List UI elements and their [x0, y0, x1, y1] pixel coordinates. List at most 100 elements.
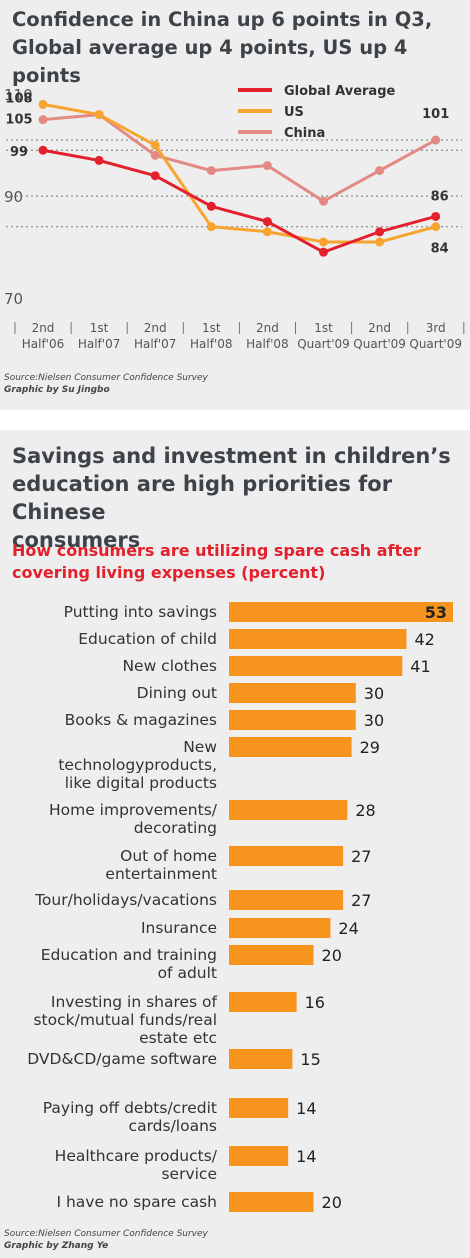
graphic-credit: Graphic by Zhang Ye — [4, 1241, 109, 1251]
x-tick-label: Half'06 — [22, 337, 65, 351]
x-tick-label: 1st — [90, 321, 109, 335]
category-label: I have no spare cash — [56, 1193, 217, 1211]
bar-value-label: 42 — [415, 630, 435, 649]
confidence-line-chart: 70 90 110 2nd Half'06 1st Half'07 2nd Half'07 1st… — [4, 84, 465, 351]
bar — [229, 890, 344, 910]
x-tick-label: 2nd — [368, 321, 391, 335]
x-tick-label: Half'07 — [78, 337, 121, 351]
y-tick-label: 90 — [4, 188, 23, 206]
category-label: entertainment — [105, 865, 217, 883]
data-point — [431, 222, 441, 232]
bar — [229, 656, 403, 676]
category-label: service — [161, 1165, 217, 1183]
category-label: Education and training — [41, 946, 217, 964]
data-point — [375, 166, 385, 176]
bar — [229, 629, 407, 649]
bar — [229, 1146, 289, 1166]
bar-value-label: 30 — [364, 684, 384, 703]
bar — [229, 1192, 314, 1212]
category-label: Education of child — [78, 630, 217, 648]
source-text: Source:Nielsen Consumer Confidence Surve… — [4, 373, 208, 383]
category-label: Insurance — [141, 919, 217, 937]
data-point — [319, 247, 328, 257]
data-point — [206, 222, 216, 232]
spare-cash-subtitle: How consumers are utilizing spare cash a… — [12, 540, 462, 584]
x-tick-label: 2nd — [144, 321, 167, 335]
category-label: DVD&CD/game software — [27, 1050, 217, 1068]
x-tick-label: 1st — [314, 321, 333, 335]
category-label: Investing in shares of — [51, 993, 218, 1011]
bar-value-label: 28 — [355, 801, 375, 820]
data-label: 101 — [422, 107, 449, 122]
bar-value-label: 27 — [351, 847, 371, 866]
data-point — [431, 135, 441, 145]
data-label: 105 — [5, 113, 32, 128]
y-tick-label: 110 — [4, 86, 33, 104]
bar — [229, 992, 297, 1012]
confidence-panel: Confidence in China up 6 points in Q3, G… — [0, 0, 470, 410]
title-line: education are high priorities for Chines… — [12, 472, 393, 524]
category-label: cards/loans — [129, 1117, 217, 1135]
x-tick-label: Half'08 — [190, 337, 233, 351]
data-label: 86 — [431, 189, 449, 204]
confidence-source: Source:Nielsen Consumer Confidence Surve… — [4, 372, 208, 396]
bar — [229, 1049, 293, 1069]
category-label: of adult — [158, 964, 217, 982]
category-label: Dining out — [137, 684, 217, 702]
data-point — [262, 227, 272, 237]
bar-value-label: 24 — [338, 919, 358, 938]
category-label: Out of home — [120, 847, 217, 865]
bar-value-label: 29 — [360, 738, 380, 757]
category-label: Healthcare products/ — [55, 1147, 218, 1165]
bar-value-label: 20 — [322, 1193, 342, 1212]
bar-value-label: 14 — [296, 1099, 316, 1118]
data-point — [150, 140, 160, 150]
title-line: Global average up 4 points, US up 4 poin… — [12, 36, 408, 87]
data-label: 108 — [5, 91, 32, 106]
category-label: New — [183, 738, 217, 756]
bar — [229, 918, 331, 938]
data-point — [38, 115, 48, 125]
title-line: Confidence in China up 6 points in Q3, — [12, 8, 433, 31]
legend-entry: Global Average — [284, 84, 395, 99]
category-label: technologyproducts, — [58, 756, 217, 774]
bar-value-label: 41 — [410, 657, 430, 676]
x-tick-label: 1st — [202, 321, 221, 335]
data-point — [262, 161, 272, 171]
data-point — [319, 237, 328, 247]
y-tick-label: 70 — [4, 290, 23, 308]
data-point — [38, 145, 48, 155]
data-point — [38, 99, 48, 109]
bar — [229, 945, 314, 965]
data-point — [150, 150, 160, 160]
bar-value-label: 30 — [364, 711, 384, 730]
data-point — [375, 237, 385, 247]
data-point — [431, 211, 441, 221]
subtitle-line: covering living expenses (percent) — [12, 563, 326, 582]
bar — [229, 710, 356, 730]
category-label: estate etc — [139, 1029, 217, 1047]
category-label: Tour/holidays/vacations — [34, 891, 217, 909]
title-line: Savings and investment in children’s — [12, 444, 451, 468]
category-label: Putting into savings — [64, 603, 217, 621]
category-label: stock/mutual funds/real — [33, 1011, 217, 1029]
bar-value-label: 27 — [351, 891, 371, 910]
confidence-chart-title: Confidence in China up 6 points in Q3, G… — [12, 6, 467, 90]
bar-value-label: 20 — [322, 946, 342, 965]
data-label: 84 — [431, 242, 449, 257]
spare-cash-bar-chart: Putting into savings 53 Education of child… — [27, 602, 453, 1212]
subtitle-line: How consumers are utilizing spare cash a… — [12, 541, 421, 560]
x-tick-label: 3rd — [426, 321, 446, 335]
data-point — [94, 155, 104, 165]
spare-cash-panel: Savings and investment in children’s edu… — [0, 430, 470, 1258]
spare-cash-chart-title: Savings and investment in children’s edu… — [12, 442, 462, 554]
category-label: Paying off debts/credit — [43, 1099, 217, 1117]
x-tick-label: Half'07 — [134, 337, 177, 351]
data-point — [262, 217, 272, 227]
x-tick-label: Quart'09 — [353, 337, 406, 351]
data-point — [319, 196, 328, 206]
graphic-credit: Graphic by Su Jingbo — [4, 385, 110, 395]
x-tick-label: 2nd — [256, 321, 279, 335]
bar — [229, 1098, 289, 1118]
